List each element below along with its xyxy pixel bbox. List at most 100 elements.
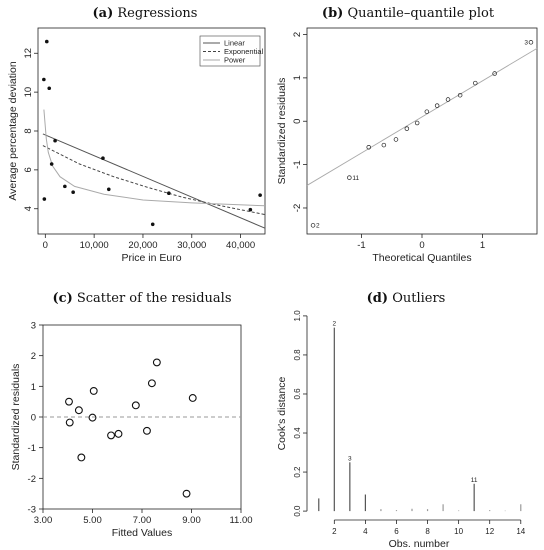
bar-annotation: 3 <box>348 455 352 462</box>
reference-line <box>306 47 538 186</box>
panel-b-title-text: Quantile–quantile plot <box>347 6 494 21</box>
legend-label: Exponential <box>224 47 264 56</box>
residual-point <box>188 394 197 402</box>
panel-d-title: (d) Outliers <box>367 291 446 306</box>
x-tick-label: 2 <box>332 527 337 536</box>
y-tick-label: 12 <box>23 48 34 59</box>
x-tick-label: 4 <box>363 527 368 536</box>
x-tick-label: 40,000 <box>226 240 255 251</box>
panel-d-label: (d) <box>367 291 388 306</box>
qq-point <box>434 103 440 108</box>
data-point <box>248 207 253 212</box>
x-tick-label: 30,000 <box>177 240 206 251</box>
data-point <box>53 138 57 143</box>
x-tick-label: 14 <box>516 527 525 536</box>
point-label: 2 <box>316 223 320 230</box>
y-tick-label: -2 <box>292 204 303 212</box>
y-tick-label: 1 <box>31 382 36 393</box>
data-point <box>71 190 75 195</box>
residual-point <box>152 358 161 367</box>
data-point <box>47 86 52 91</box>
series-line-exponential <box>42 145 266 216</box>
point-label: 3 <box>524 40 528 47</box>
residual-point <box>131 401 140 410</box>
panel-b-label: (b) <box>322 6 343 21</box>
data-point <box>106 187 111 192</box>
data-point <box>150 222 155 227</box>
residual-point <box>89 386 98 395</box>
y-axis-title: Standardized residuals <box>276 78 288 185</box>
series-line-power <box>43 109 266 207</box>
x-tick-label: 8 <box>425 527 430 536</box>
x-tick-label: 20,000 <box>128 240 157 251</box>
y-tick-label: 1.0 <box>293 310 302 322</box>
y-tick-label: 10 <box>23 87 34 98</box>
data-point <box>167 191 171 195</box>
qq-point <box>528 40 534 45</box>
panel-c-residual-scatter: 3.00 5.00 7.00 9.00 11.00 -3 -2 -1 0 1 2 3 Fitted Va… <box>10 321 253 540</box>
panel-a-title-text: Regressions <box>117 6 197 21</box>
x-tick-label: 7.00 <box>133 515 152 526</box>
residual-point <box>147 379 156 388</box>
panel-a-label: (a) <box>93 6 114 21</box>
y-axis-title: Average percentage deviation <box>7 61 19 200</box>
qq-point <box>381 142 387 148</box>
qq-point <box>393 137 399 142</box>
x-tick-label: -1 <box>357 240 365 251</box>
data-point <box>42 77 46 82</box>
x-tick-label: 5.00 <box>83 515 102 526</box>
panel-d-outliers: 2 4 6 8 10 12 14 0.0 0.2 0.4 0.6 0.8 1.0 Obs. number C… <box>276 309 531 550</box>
x-tick-label: 10 <box>454 527 463 536</box>
y-tick-label: -2 <box>28 474 36 485</box>
plot-frame <box>306 27 538 235</box>
residual-point <box>88 413 97 422</box>
residual-point <box>143 426 151 435</box>
residual-point <box>74 406 83 415</box>
plot-area <box>307 309 531 520</box>
x-axis-title: Price in Euro <box>121 252 181 264</box>
qq-point <box>492 71 497 76</box>
y-tick-label: -1 <box>28 443 36 454</box>
data-point <box>49 162 54 166</box>
data-point <box>44 39 49 44</box>
y-axis-title: Cook's distance <box>276 376 288 450</box>
qq-point <box>366 145 371 150</box>
panel-d-title-text: Outliers <box>392 291 445 306</box>
data-point <box>42 197 47 201</box>
panel-b-title: (b) Quantile–quantile plot <box>322 6 495 21</box>
data-point <box>258 193 262 197</box>
x-tick-label: 11.00 <box>229 515 252 526</box>
data-point <box>63 184 67 189</box>
y-tick-label: -1 <box>292 160 303 168</box>
x-tick-label: 10,000 <box>80 240 109 251</box>
y-tick-label: 8 <box>23 128 34 133</box>
qq-point <box>445 97 451 102</box>
x-tick-label: 1 <box>480 240 485 251</box>
residual-point <box>182 489 191 498</box>
y-tick-label: 3 <box>31 321 36 332</box>
data-point <box>101 156 105 161</box>
series-line-linear <box>42 133 266 229</box>
y-tick-label: 0.6 <box>293 388 302 400</box>
bar-annotation: 11 <box>471 477 478 484</box>
x-axis-title: Fitted Values <box>112 527 173 539</box>
bar-annotation: 2 <box>332 321 336 328</box>
residual-point <box>77 453 86 462</box>
x-tick-label: 0 <box>419 240 424 251</box>
y-tick-label: 0.0 <box>293 505 302 517</box>
y-tick-label: 2 <box>292 32 303 37</box>
x-tick-label: 12 <box>485 527 494 536</box>
x-axis-title: Obs. number <box>389 538 450 550</box>
y-tick-label: 0 <box>31 413 36 424</box>
y-axis-title: Standardized residuals <box>10 364 22 471</box>
x-tick-label: 6 <box>394 527 399 536</box>
panel-c-label: (c) <box>53 291 73 306</box>
panel-c-title: (c) Scatter of the residuals <box>53 291 232 306</box>
panel-a-title: (a) Regressions <box>93 6 198 21</box>
residual-point <box>65 418 74 427</box>
panel-b-qq-plot: -1 0 1 -2 -1 0 1 2 Theoretical Quantiles Standard… <box>276 27 538 264</box>
qq-point <box>473 80 478 86</box>
x-tick-label: 3.00 <box>34 515 53 526</box>
qq-point <box>347 175 352 180</box>
legend-label: Power <box>224 56 246 65</box>
